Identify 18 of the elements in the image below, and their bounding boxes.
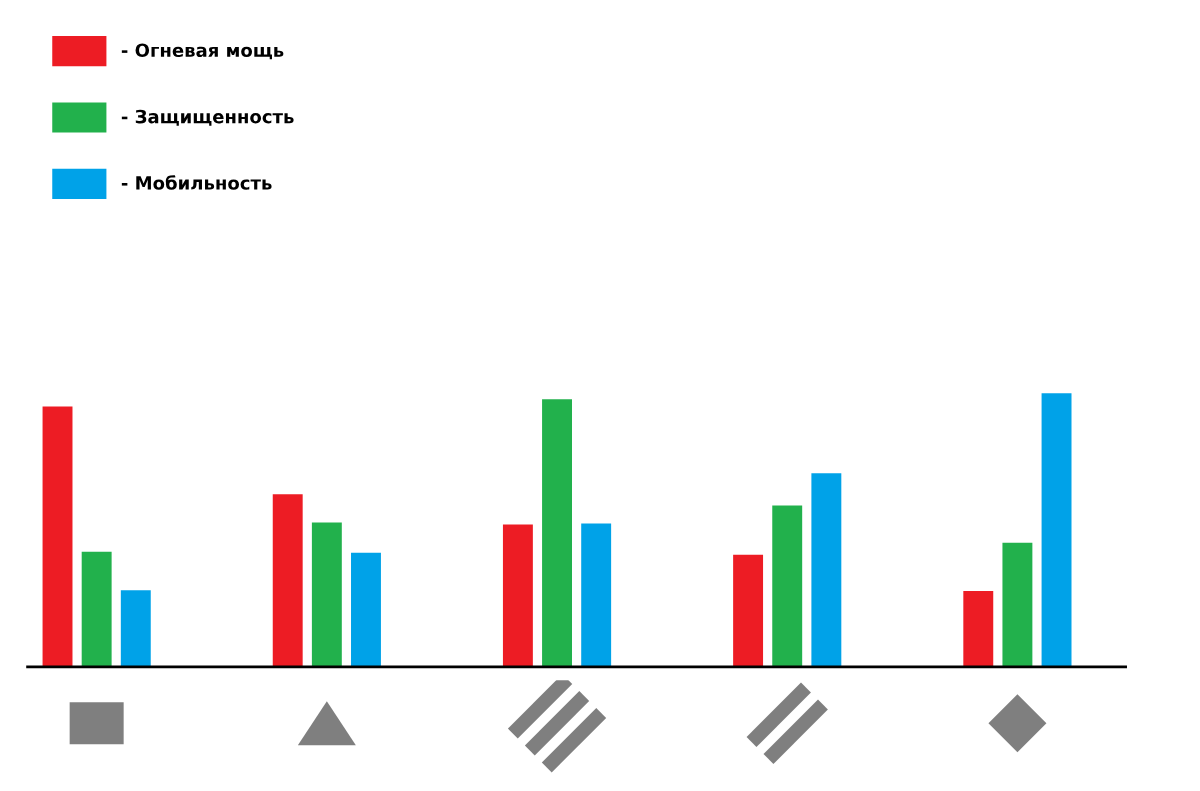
bar (733, 554, 764, 667)
bar (272, 494, 303, 667)
bar (351, 552, 381, 667)
legend-label: - Мобильность (121, 175, 272, 190)
bar (542, 399, 572, 667)
bar (42, 406, 73, 667)
bar (81, 551, 112, 667)
bar (581, 523, 612, 667)
bar (311, 522, 342, 667)
bar (772, 505, 803, 667)
bar (963, 591, 994, 667)
bar (811, 473, 842, 667)
legend-label: - Огневая мощь (121, 43, 284, 60)
bar (1002, 542, 1033, 667)
bar (502, 524, 533, 667)
bar (1041, 393, 1072, 667)
bar (120, 590, 151, 667)
legend-label: - Защищенность (121, 109, 294, 126)
